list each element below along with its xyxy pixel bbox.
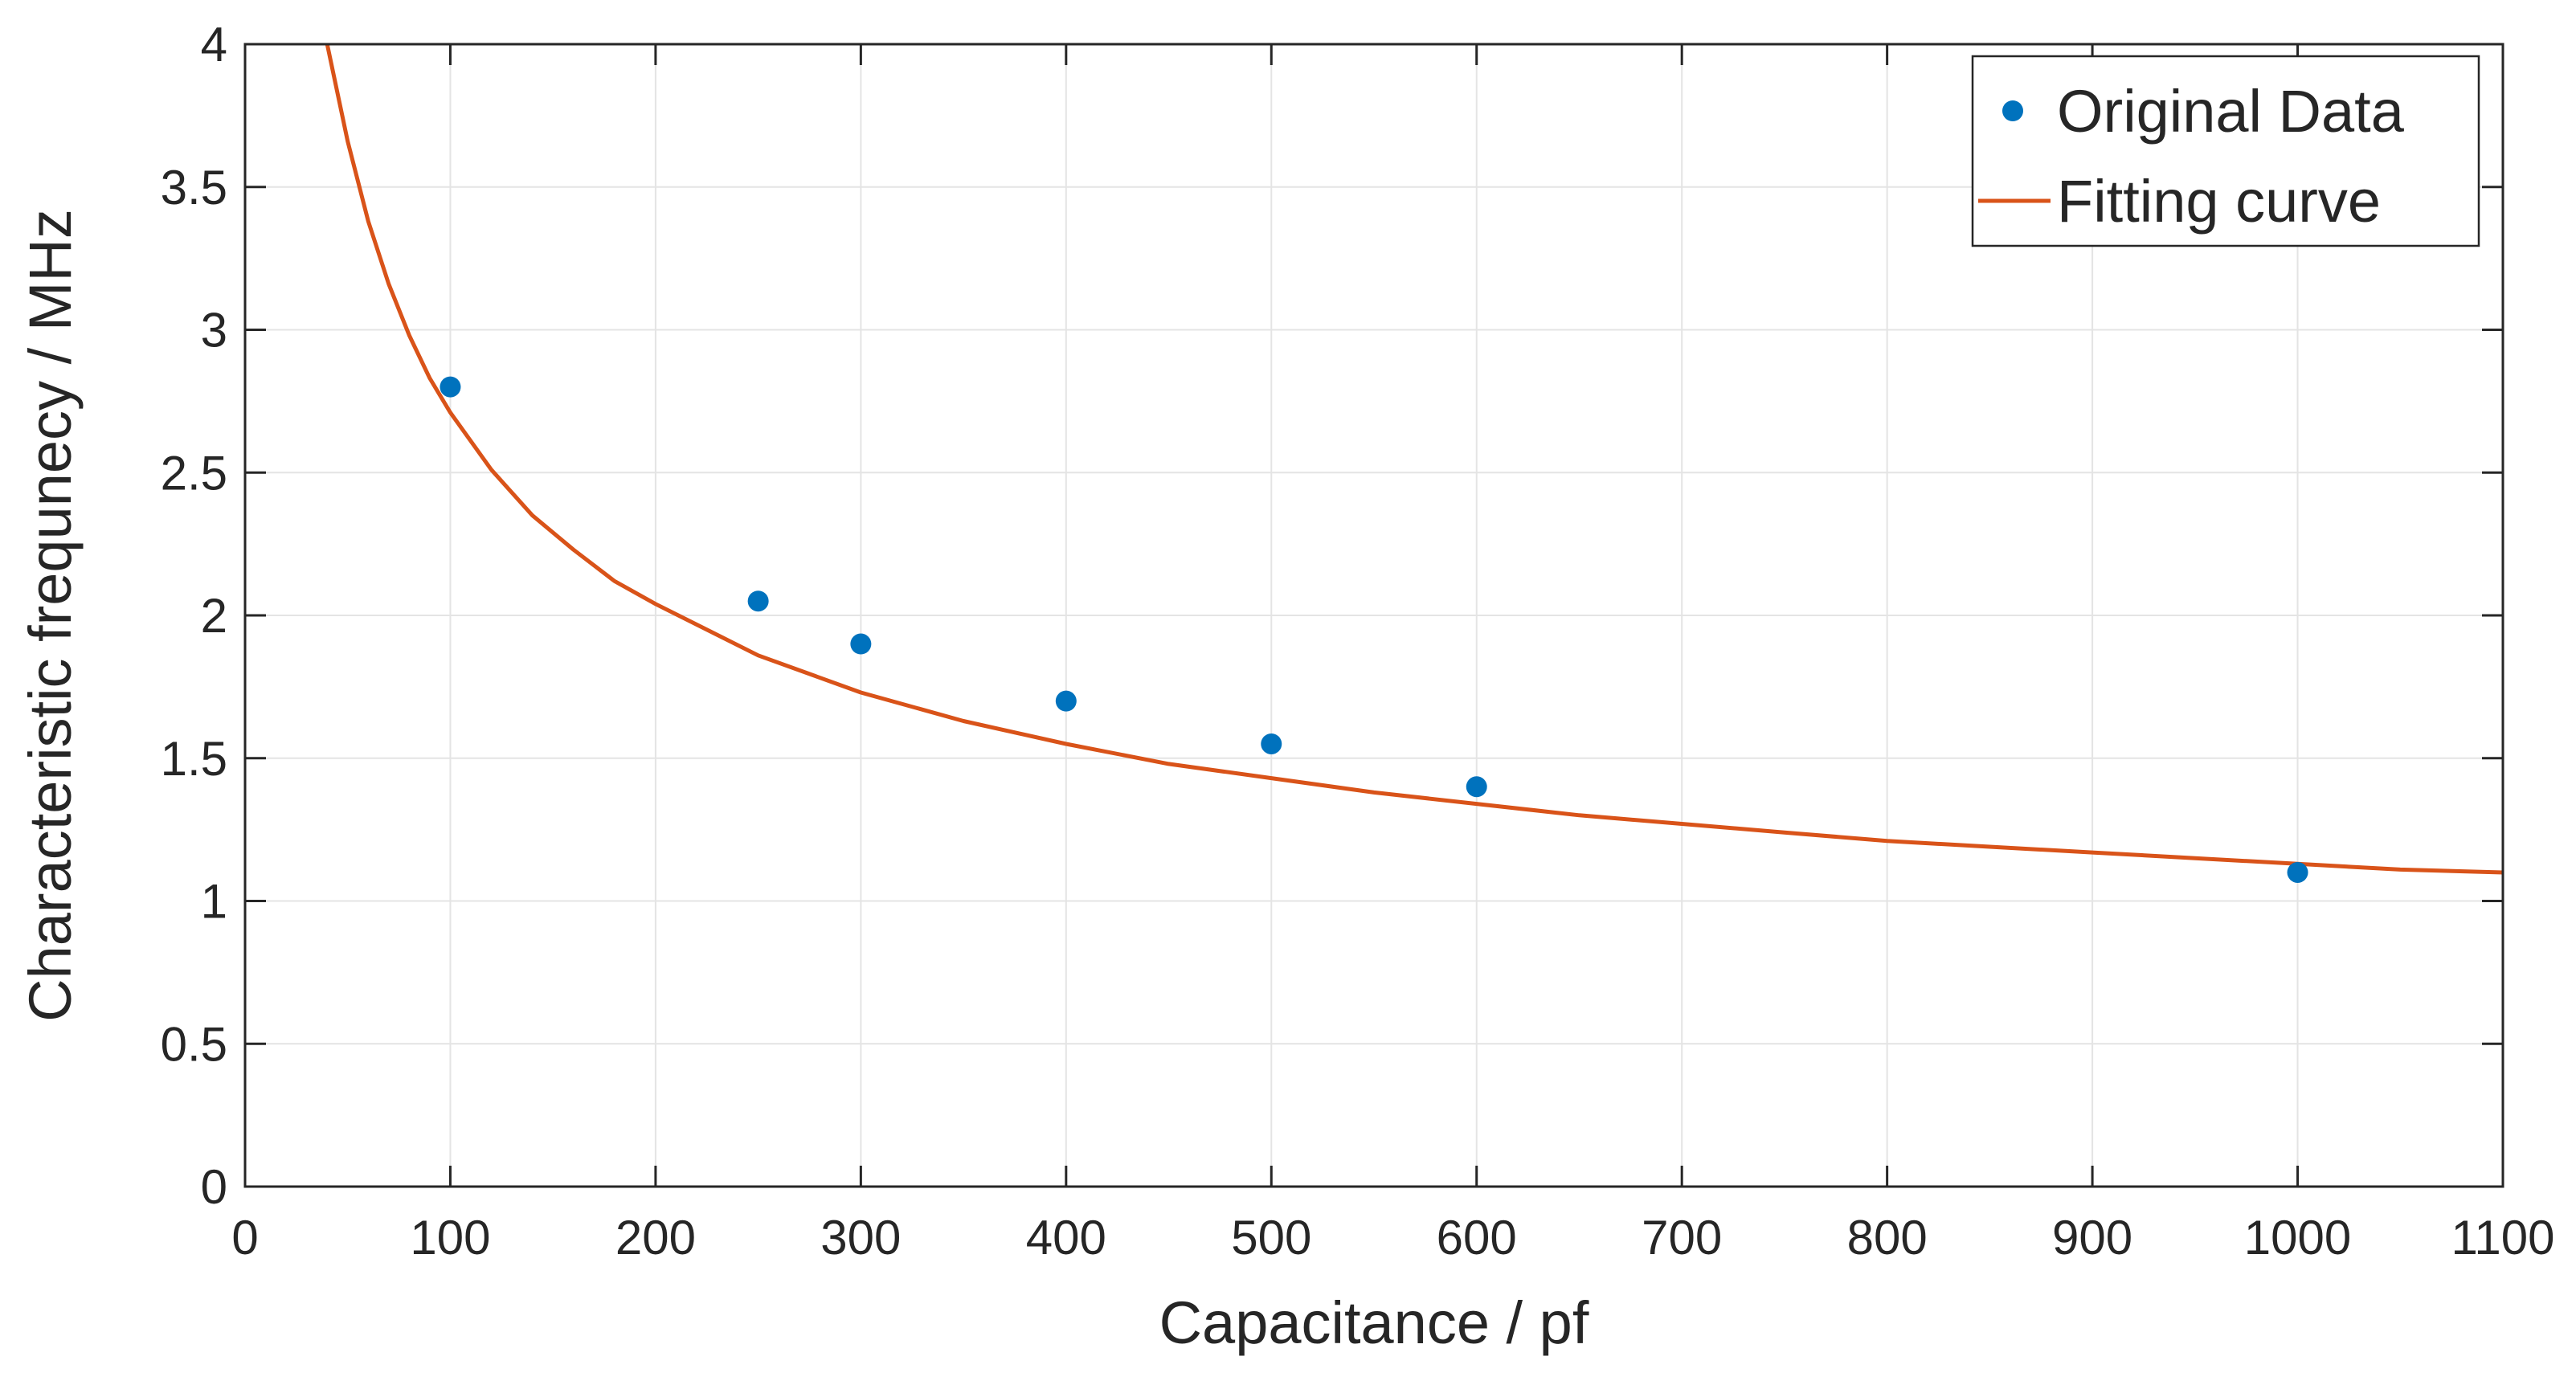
x-tick-label: 0 [231,1211,258,1265]
legend-label-original-data: Original Data [2057,78,2405,145]
y-tick-label: 4 [201,18,227,72]
x-tick-label: 900 [2052,1211,2132,1265]
legend-marker-original-data [2002,100,2023,121]
y-tick-label: 0 [201,1160,227,1214]
y-tick-label: 2 [201,589,227,643]
legend-box [1971,55,2480,247]
data-point [1055,690,1077,712]
data-point [1466,776,1487,798]
data-point [747,590,769,612]
data-point [1261,733,1282,754]
x-tick-label: 300 [820,1211,901,1265]
x-tick-label: 100 [410,1211,490,1265]
legend: Original Data Fitting curve [1971,55,2480,247]
y-tick-label: 1.5 [161,732,227,786]
x-tick-label: 700 [1642,1211,1722,1265]
y-tick-label: 1 [201,875,227,929]
x-tick-label: 200 [615,1211,696,1265]
ticks: 0 100 200 300 400 500 600 700 800 900 1000 1100 0 0.5… [161,18,2555,1265]
x-tick-label: 1100 [2451,1211,2554,1265]
fitting-curve-line [325,43,2504,875]
legend-label-fitting-curve: Fitting curve [2057,168,2381,235]
data-point [850,633,872,655]
y-axis-label: Characteristic frequnecy / MHz [17,209,84,1022]
y-tick-label: 3 [201,304,227,358]
y-tick-label: 2.5 [161,446,227,500]
x-tick-label: 800 [1847,1211,1928,1265]
x-tick-label: 500 [1231,1211,1311,1265]
x-axis-label: Capacitance / pf [1159,1289,1589,1356]
data-point [440,376,461,398]
data-point [2287,861,2308,883]
x-tick-label: 1000 [2244,1211,2351,1265]
series-layer [325,43,2504,883]
y-tick-label: 0.5 [161,1017,227,1071]
x-tick-label: 400 [1026,1211,1106,1265]
y-tick-label: 3.5 [161,161,227,215]
x-tick-label: 600 [1437,1211,1517,1265]
